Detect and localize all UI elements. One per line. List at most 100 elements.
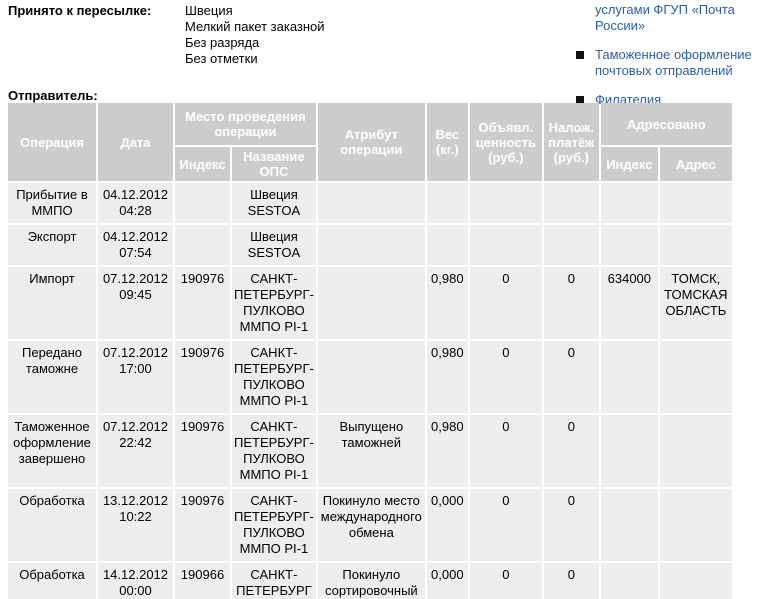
col-header-cod: Налож. платёж (руб.) bbox=[543, 103, 599, 181]
accepted-label: Принято к пересылке: bbox=[8, 3, 152, 18]
cell-weight bbox=[426, 183, 468, 223]
cell-cod bbox=[543, 183, 599, 223]
cell-address bbox=[659, 489, 732, 561]
cell-date: 07.12.2012 22:42 bbox=[98, 415, 173, 487]
cell-cod: 0 bbox=[543, 489, 599, 561]
cell-declared-value bbox=[469, 225, 542, 265]
cell-operation: Прибытие в ММПО bbox=[8, 183, 96, 223]
table-row: Обработка 13.12.2012 10:22 190976 САНКТ-… bbox=[8, 489, 732, 561]
accepted-mark: Без отметки bbox=[185, 51, 258, 66]
table-row: Импорт 07.12.2012 09:45 190976 САНКТ-ПЕТ… bbox=[8, 267, 732, 339]
bullet-square-icon bbox=[576, 51, 584, 59]
cell-addr-index bbox=[600, 183, 658, 223]
col-header-place-name: Название ОПС bbox=[232, 147, 316, 181]
cell-cod: 0 bbox=[543, 563, 599, 599]
cell-weight bbox=[426, 225, 468, 265]
cell-address bbox=[659, 563, 732, 599]
cell-attribute: Покинуло место международного обмена bbox=[317, 489, 425, 561]
cell-place-index: 190976 bbox=[175, 415, 230, 487]
cell-weight: 0,980 bbox=[426, 415, 468, 487]
cell-cod bbox=[543, 225, 599, 265]
cell-date: 04.12.2012 04:28 bbox=[98, 183, 173, 223]
acceptance-section: Принято к пересылке: Швеция Мелкий пакет… bbox=[8, 3, 568, 103]
col-header-addressed-group: Адресовано bbox=[600, 103, 732, 145]
cell-addr-index bbox=[600, 489, 658, 561]
cell-place-index bbox=[175, 225, 230, 265]
cell-place-name: Швеция SESTOA bbox=[232, 225, 316, 265]
col-header-operation: Операция bbox=[8, 103, 96, 181]
cell-place-index: 190976 bbox=[175, 489, 230, 561]
col-header-place-index: Индекс bbox=[175, 147, 230, 181]
table-row: Передано таможне 07.12.2012 17:00 190976… bbox=[8, 341, 732, 413]
sender-label: Отправитель: bbox=[8, 88, 98, 103]
cell-weight: 0,980 bbox=[426, 341, 468, 413]
cell-address bbox=[659, 415, 732, 487]
cell-place-name: САНКТ-ПЕТЕРБУРГ-ПУЛКОВО ММПО PI-1 bbox=[232, 267, 316, 339]
link-item-services: услугами ФГУП «Почта России» bbox=[576, 2, 761, 34]
cell-operation: Импорт bbox=[8, 267, 96, 339]
cell-weight: 0,980 bbox=[426, 267, 468, 339]
cell-declared-value: 0 bbox=[469, 415, 542, 487]
link-item-customs: Таможенное оформление почтовых отправлен… bbox=[576, 47, 761, 79]
cell-place-name: САНКТ-ПЕТЕРБУРГ-ПУЛКОВО ММПО PI-1 bbox=[232, 415, 316, 487]
table-row: Экспорт 04.12.2012 07:54 Швеция SESTOA bbox=[8, 225, 732, 265]
cell-date: 04.12.2012 07:54 bbox=[98, 225, 173, 265]
accepted-mail-category: Без разряда bbox=[185, 35, 260, 50]
cell-place-index: 190976 bbox=[175, 341, 230, 413]
cell-place-name: Швеция SESTOA bbox=[232, 183, 316, 223]
cell-attribute: Покинуло сортировочный центр bbox=[317, 563, 425, 599]
table-row: Прибытие в ММПО 04.12.2012 04:28 Швеция … bbox=[8, 183, 732, 223]
col-header-date: Дата bbox=[98, 103, 173, 181]
cell-place-name: САНКТ-ПЕТЕРБУРГ-ПУЛКОВО ММПО PI-1 bbox=[232, 341, 316, 413]
col-header-attribute: Атрибут операции bbox=[317, 103, 425, 181]
cell-attribute bbox=[317, 267, 425, 339]
cell-address: ТОМСК, ТОМСКАЯ ОБЛАСТЬ bbox=[659, 267, 732, 339]
cell-date: 13.12.2012 10:22 bbox=[98, 489, 173, 561]
cell-place-index: 190966 bbox=[175, 563, 230, 599]
cell-declared-value: 0 bbox=[469, 563, 542, 599]
cell-address bbox=[659, 225, 732, 265]
cell-addr-index bbox=[600, 415, 658, 487]
cell-declared-value: 0 bbox=[469, 341, 542, 413]
cell-date: 07.12.2012 09:45 bbox=[98, 267, 173, 339]
cell-attribute bbox=[317, 225, 425, 265]
cell-address bbox=[659, 183, 732, 223]
cell-operation: Передано таможне bbox=[8, 341, 96, 413]
cell-addr-index bbox=[600, 341, 658, 413]
col-header-place-group: Место проведения операции bbox=[175, 103, 316, 145]
tracking-history-table: Операция Дата Место проведения операции … bbox=[6, 101, 734, 599]
cell-operation: Таможенное оформление завершено bbox=[8, 415, 96, 487]
cell-attribute: Выпущено таможней bbox=[317, 415, 425, 487]
cell-place-index bbox=[175, 183, 230, 223]
cell-addr-index bbox=[600, 225, 658, 265]
cell-weight: 0,000 bbox=[426, 563, 468, 599]
cell-declared-value: 0 bbox=[469, 267, 542, 339]
cell-declared-value: 0 bbox=[469, 489, 542, 561]
cell-operation: Экспорт bbox=[8, 225, 96, 265]
cell-addr-index bbox=[600, 563, 658, 599]
table-row: Таможенное оформление завершено 07.12.20… bbox=[8, 415, 732, 487]
cell-date: 14.12.2012 00:00 bbox=[98, 563, 173, 599]
cell-cod: 0 bbox=[543, 415, 599, 487]
cell-place-index: 190976 bbox=[175, 267, 230, 339]
table-row: Обработка 14.12.2012 00:00 190966 САНКТ-… bbox=[8, 563, 732, 599]
col-header-addr-index: Индекс bbox=[600, 147, 658, 181]
cell-operation: Обработка bbox=[8, 563, 96, 599]
cell-place-name: САНКТ-ПЕТЕРБУРГ-ПУЛКОВО ММПО PI-1 bbox=[232, 489, 316, 561]
link-pochta-services[interactable]: услугами ФГУП «Почта России» bbox=[595, 2, 735, 33]
cell-addr-index: 634000 bbox=[600, 267, 658, 339]
accepted-mail-type: Мелкий пакет заказной bbox=[185, 19, 325, 34]
cell-attribute bbox=[317, 341, 425, 413]
cell-cod: 0 bbox=[543, 341, 599, 413]
accepted-country: Швеция bbox=[185, 3, 233, 18]
accepted-values: Швеция Мелкий пакет заказной Без разряда… bbox=[185, 3, 325, 67]
cell-cod: 0 bbox=[543, 267, 599, 339]
link-customs-clearance[interactable]: Таможенное оформление почтовых отправлен… bbox=[595, 47, 752, 78]
cell-weight: 0,000 bbox=[426, 489, 468, 561]
cell-operation: Обработка bbox=[8, 489, 96, 561]
col-header-addr-address: Адрес bbox=[659, 147, 732, 181]
cell-date: 07.12.2012 17:00 bbox=[98, 341, 173, 413]
cell-place-name: САНКТ-ПЕТЕРБУРГ МСЦ ЦОПО bbox=[232, 563, 316, 599]
cell-attribute bbox=[317, 183, 425, 223]
